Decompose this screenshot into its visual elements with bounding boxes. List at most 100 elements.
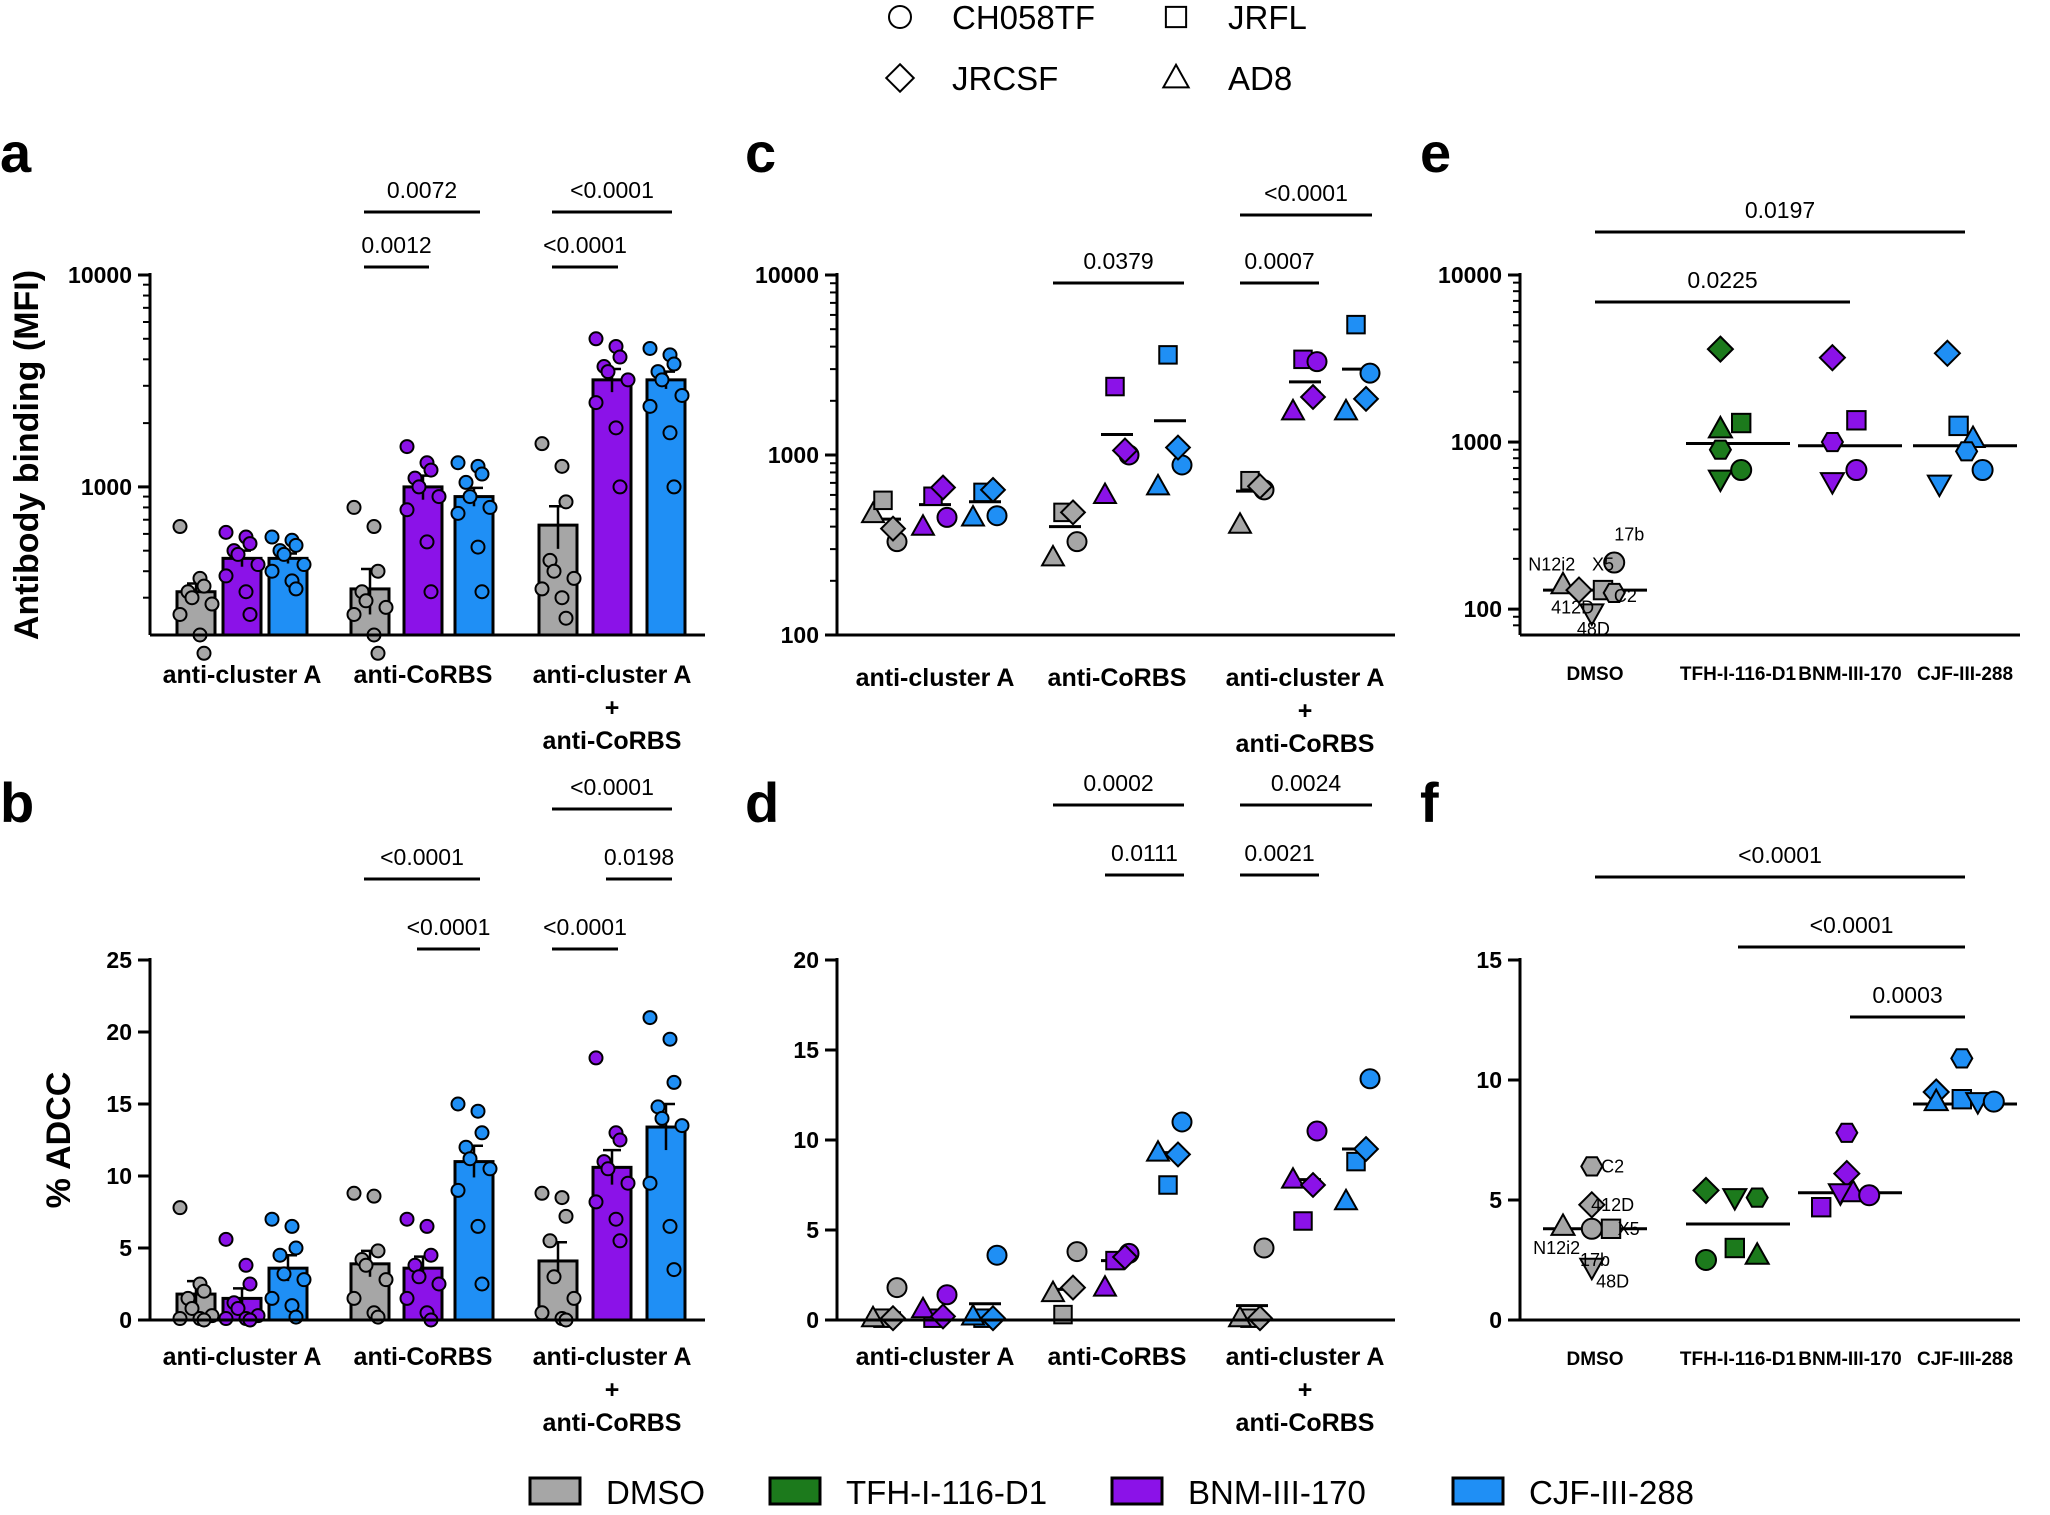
hexagon-data-point bbox=[1708, 439, 1733, 460]
circle-data-point bbox=[986, 1244, 1008, 1266]
y-tick-label: 10000 bbox=[1438, 262, 1502, 288]
x-category-label: TFH-I-116-D1 bbox=[1680, 664, 1797, 685]
circle-data-point bbox=[1306, 1120, 1328, 1142]
x-category-label: anti-cluster A bbox=[1226, 664, 1385, 692]
square-data-point bbox=[1948, 415, 1969, 437]
triangle-down-data-point bbox=[1578, 603, 1606, 627]
square-data-point bbox=[1346, 314, 1366, 335]
data-point bbox=[378, 599, 394, 615]
antibody-annotation: X5 bbox=[1592, 554, 1614, 574]
data-point bbox=[242, 606, 258, 622]
x-category-label: anti-cluster A bbox=[856, 664, 1015, 692]
square-data-point bbox=[1846, 410, 1867, 431]
p-value-label: <0.0001 bbox=[570, 774, 654, 800]
x-category-label: anti-CoRBS bbox=[1236, 730, 1375, 758]
data-point bbox=[288, 1309, 304, 1325]
diamond-data-point bbox=[1692, 1176, 1720, 1205]
data-point bbox=[546, 563, 562, 579]
y-tick-label: 100 bbox=[1464, 596, 1502, 622]
diamond-data-point bbox=[1933, 339, 1962, 368]
data-point bbox=[608, 420, 624, 436]
shape-legend-label: CH058TF bbox=[952, 0, 1095, 36]
data-point bbox=[612, 1233, 628, 1249]
data-point bbox=[462, 489, 478, 505]
data-point bbox=[470, 539, 486, 555]
shape-legend-label: AD8 bbox=[1228, 60, 1292, 97]
circle-data-point bbox=[1306, 351, 1328, 373]
data-point bbox=[250, 557, 266, 573]
data-point bbox=[370, 1243, 386, 1259]
x-category-label: TFH-I-116-D1 bbox=[1680, 1349, 1797, 1370]
panel-letter: c bbox=[745, 121, 776, 184]
triangle-data-point bbox=[1280, 1166, 1306, 1189]
hexagon-data-point bbox=[1745, 1187, 1769, 1208]
color-legend-label: TFH-I-116-D1 bbox=[846, 1474, 1047, 1510]
x-category-label: anti-cluster A bbox=[533, 661, 692, 689]
panel-letter: e bbox=[1420, 121, 1451, 184]
data-point bbox=[346, 1290, 362, 1306]
diamond-data-point bbox=[1818, 343, 1847, 372]
data-point bbox=[588, 395, 604, 411]
antibody-annotation: N12i2 bbox=[1533, 1238, 1580, 1258]
y-tick-label: 1000 bbox=[81, 474, 132, 500]
diamond-data-point bbox=[1246, 1304, 1274, 1332]
triangle-data-point bbox=[1922, 1087, 1950, 1112]
panel-letter: d bbox=[745, 771, 779, 834]
diamond-data-point bbox=[1111, 437, 1139, 464]
antibody-annotation: N12i2 bbox=[1528, 554, 1575, 574]
diamond-data-point bbox=[929, 1303, 957, 1330]
data-point bbox=[196, 645, 212, 661]
bar bbox=[591, 378, 633, 637]
y-tick-label: 10 bbox=[106, 1163, 132, 1189]
square-data-point bbox=[1105, 376, 1125, 397]
y-tick-label: 10 bbox=[1476, 1067, 1502, 1093]
triangle-data-point bbox=[1743, 1241, 1771, 1265]
data-point bbox=[482, 1161, 498, 1177]
diamond-data-point bbox=[1299, 383, 1327, 411]
bar bbox=[645, 378, 687, 637]
y-tick-label: 15 bbox=[106, 1091, 132, 1117]
circle-data-point bbox=[986, 505, 1008, 527]
data-point bbox=[411, 1269, 427, 1285]
x-category-label: CJF-III-288 bbox=[1917, 664, 2013, 685]
data-point bbox=[358, 593, 374, 609]
diamond-data-point bbox=[1706, 335, 1735, 364]
p-value-label: 0.0072 bbox=[387, 177, 457, 203]
p-value-label: <0.0001 bbox=[543, 914, 627, 940]
x-category-label: anti-cluster A bbox=[163, 1343, 322, 1371]
color-swatch bbox=[768, 1476, 822, 1506]
y-tick-label: 20 bbox=[793, 947, 819, 973]
panel-letter: f bbox=[1420, 771, 1439, 834]
data-point bbox=[474, 1276, 490, 1292]
diamond-data-point bbox=[1059, 1274, 1087, 1301]
data-point bbox=[600, 1161, 616, 1177]
y-tick-label: 10000 bbox=[755, 262, 819, 288]
color-swatch bbox=[1451, 1476, 1505, 1506]
x-category-label: + bbox=[605, 1376, 620, 1404]
data-point bbox=[346, 1185, 362, 1201]
data-point bbox=[534, 1185, 550, 1201]
circle-data-point bbox=[1858, 1184, 1881, 1207]
hexagon-data-point bbox=[1950, 1048, 1974, 1069]
p-value-label: 0.0198 bbox=[604, 844, 674, 870]
x-category-label: anti-CoRBS bbox=[543, 1409, 682, 1437]
square-data-point bbox=[1158, 1175, 1178, 1195]
data-point bbox=[276, 546, 292, 562]
data-point bbox=[558, 494, 574, 510]
panel-f: f DMSO TFH-I-116-D1 BNM-III-170 CJF-III-288 C… bbox=[1420, 771, 2020, 1370]
data-point bbox=[470, 1218, 486, 1234]
hexagon-data-point bbox=[1835, 1122, 1859, 1143]
data-point bbox=[666, 1074, 682, 1090]
shape-legend-label: JRFL bbox=[1228, 0, 1307, 36]
x-category-label: BNM-III-170 bbox=[1798, 664, 1901, 685]
data-point bbox=[654, 1110, 670, 1126]
p-value-label: <0.0001 bbox=[407, 914, 491, 940]
diamond-data-point bbox=[1832, 1159, 1861, 1188]
data-point bbox=[238, 584, 254, 600]
data-point bbox=[184, 590, 200, 606]
data-point bbox=[554, 1190, 570, 1206]
data-point bbox=[264, 563, 280, 579]
antibody-annotation: 17b bbox=[1580, 1250, 1610, 1270]
